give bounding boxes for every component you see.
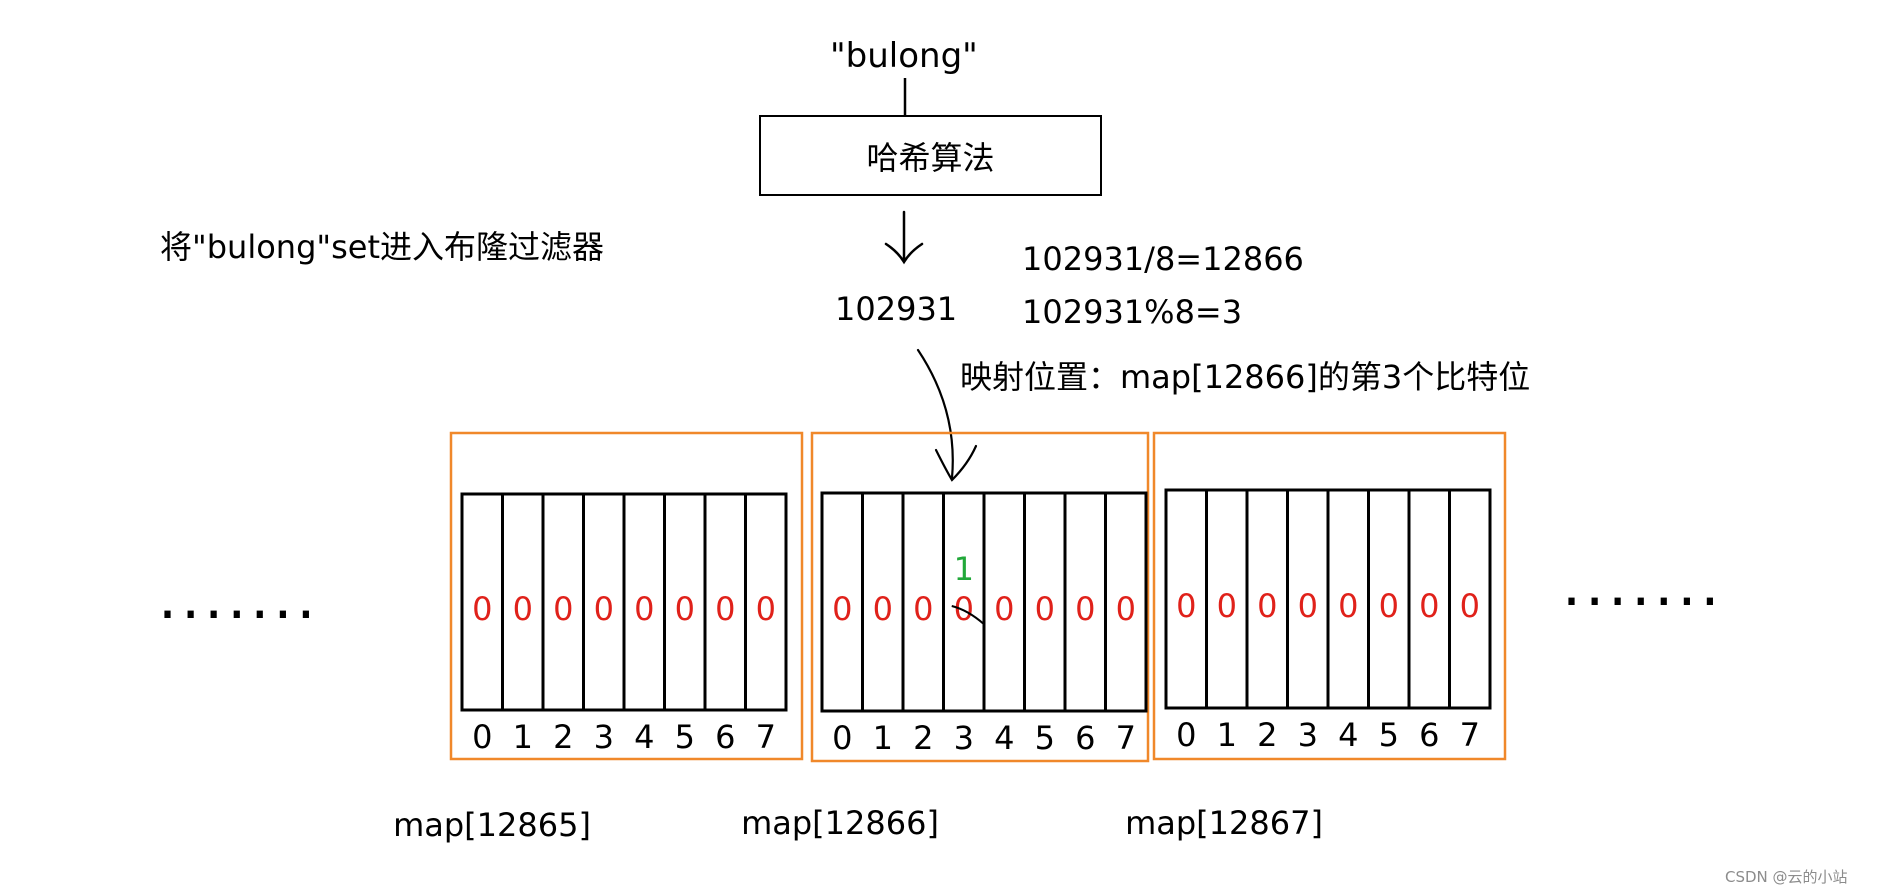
bit-value: 0 bbox=[513, 590, 533, 628]
bit-cell bbox=[744, 492, 788, 712]
caption: 将"bulong"set进入布隆过滤器 bbox=[160, 228, 605, 266]
input-string: "bulong" bbox=[830, 36, 978, 76]
strike-mark bbox=[951, 605, 985, 625]
bit-index: 3 bbox=[954, 719, 974, 757]
map-group-border bbox=[810, 431, 1150, 763]
hash-output-arrow bbox=[884, 210, 924, 265]
bit-value: 0 bbox=[594, 590, 614, 628]
map-label: map[12866] bbox=[741, 804, 939, 842]
map-label: map[12867] bbox=[1125, 804, 1323, 842]
bit-value: 0 bbox=[1419, 587, 1439, 625]
calc-modulo: 102931%8=3 bbox=[1022, 293, 1243, 331]
bit-set-value: 1 bbox=[954, 550, 974, 588]
mapping-note: 映射位置：map[12866]的第3个比特位 bbox=[960, 358, 1531, 396]
calc-division: 102931/8=12866 bbox=[1022, 240, 1304, 278]
bit-index: 2 bbox=[913, 719, 933, 757]
bit-index: 6 bbox=[1075, 719, 1095, 757]
bit-index: 1 bbox=[513, 718, 533, 756]
hash-value: 102931 bbox=[835, 290, 958, 328]
bit-value: 0 bbox=[832, 590, 852, 628]
maps-layer: 0001020304050607000102030405060710001020… bbox=[449, 431, 1507, 763]
bit-value: 0 bbox=[472, 590, 492, 628]
bit-value: 0 bbox=[1298, 587, 1318, 625]
bit-value: 0 bbox=[954, 590, 974, 628]
bit-value: 0 bbox=[1035, 590, 1055, 628]
bit-index: 5 bbox=[675, 718, 695, 756]
bit-index: 4 bbox=[994, 719, 1014, 757]
bit-index: 0 bbox=[472, 718, 492, 756]
bit-value: 0 bbox=[994, 590, 1014, 628]
bit-value: 0 bbox=[1460, 587, 1480, 625]
bit-value: 0 bbox=[756, 590, 776, 628]
mapping-arrow bbox=[916, 348, 954, 480]
bit-index: 2 bbox=[1257, 716, 1277, 754]
bit-index: 2 bbox=[553, 718, 573, 756]
bit-index: 3 bbox=[594, 718, 614, 756]
bit-value: 0 bbox=[715, 590, 735, 628]
bit-value: 0 bbox=[913, 590, 933, 628]
hash-algorithm-label: 哈希算法 bbox=[866, 138, 995, 177]
bit-index: 0 bbox=[1176, 716, 1196, 754]
bit-value: 0 bbox=[1075, 590, 1095, 628]
bit-index: 1 bbox=[1217, 716, 1237, 754]
bit-index: 0 bbox=[832, 719, 852, 757]
bit-value: 0 bbox=[675, 590, 695, 628]
bit-value: 0 bbox=[1116, 590, 1136, 628]
bit-value: 0 bbox=[1176, 587, 1196, 625]
bit-index: 6 bbox=[715, 718, 735, 756]
bit-value: 0 bbox=[634, 590, 654, 628]
bit-index: 5 bbox=[1379, 716, 1399, 754]
map-group-border bbox=[1152, 431, 1507, 761]
ellipsis-left: ....... bbox=[158, 563, 320, 633]
bit-value: 0 bbox=[1379, 587, 1399, 625]
bit-index: 4 bbox=[1338, 716, 1358, 754]
bit-cell bbox=[1448, 488, 1492, 710]
mapping-arrowhead bbox=[934, 444, 978, 482]
hash-algorithm-box: 哈希算法 bbox=[759, 115, 1102, 196]
bit-index: 3 bbox=[1298, 716, 1318, 754]
bit-cell bbox=[1104, 491, 1148, 713]
bit-index: 7 bbox=[756, 718, 776, 756]
bit-value: 0 bbox=[873, 590, 893, 628]
bit-value: 0 bbox=[1338, 587, 1358, 625]
ellipsis-right: ....... bbox=[1562, 550, 1724, 620]
bit-value: 0 bbox=[553, 590, 573, 628]
map-group-border bbox=[449, 431, 804, 761]
bit-value: 0 bbox=[1217, 587, 1237, 625]
watermark: CSDN @云的小站 bbox=[1725, 868, 1848, 886]
map-label: map[12865] bbox=[393, 806, 591, 844]
bit-index: 4 bbox=[634, 718, 654, 756]
bit-index: 6 bbox=[1419, 716, 1439, 754]
bit-index: 7 bbox=[1116, 719, 1136, 757]
bit-value: 0 bbox=[1257, 587, 1277, 625]
bit-index: 5 bbox=[1035, 719, 1055, 757]
bit-index: 1 bbox=[873, 719, 893, 757]
bit-index: 7 bbox=[1460, 716, 1480, 754]
